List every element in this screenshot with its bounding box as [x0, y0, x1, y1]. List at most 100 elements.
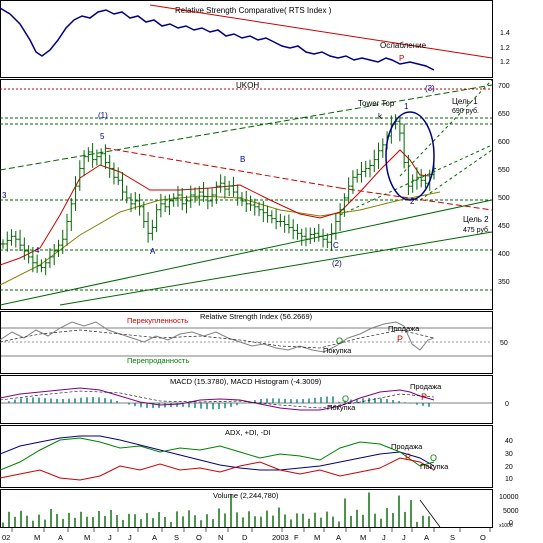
tower-top-ellipse — [385, 111, 435, 201]
adx-buy-marker: O — [430, 453, 437, 463]
rsi-title: Relative Strength Index (56.2669) — [200, 312, 313, 321]
panel-frames — [0, 0, 493, 528]
x-tick-label: M — [314, 533, 320, 542]
macd-sell-label: Продажа — [410, 382, 442, 391]
label-target1: Цель 1 — [452, 97, 478, 106]
adx-line — [0, 435, 435, 471]
rsi-buy-marker: O — [336, 336, 343, 346]
x-tick-label: J — [402, 533, 406, 542]
label-wave3: (3) — [425, 84, 435, 93]
rsc-series — [0, 7, 435, 71]
price-ytick-550: 550 — [498, 167, 510, 174]
macd-buy-marker: O — [342, 394, 349, 404]
rsc-ytick-3: 1.2 — [500, 59, 510, 66]
price-ytick-650: 650 — [498, 111, 510, 118]
x-tick-label: N — [218, 533, 223, 542]
rsi-oversold-label: Перепроданность — [127, 356, 189, 365]
volume-ytick-10000: 10000 — [499, 494, 519, 501]
rsc-marker-p: P — [399, 54, 404, 63]
volume-title: Volume (2,244,780) — [213, 491, 279, 500]
x-tick-label: A — [424, 533, 429, 542]
volume-ytick-0: 0 — [509, 520, 513, 527]
x-tick-label: A — [336, 533, 341, 542]
rsc-annotation-weakening: Ослабление — [380, 41, 427, 50]
x-tick-label: O — [196, 533, 202, 542]
label-w3: 3 — [2, 191, 7, 200]
label-wc: C — [333, 241, 339, 250]
price-ytick-500: 500 — [498, 195, 510, 202]
di-plus-line — [0, 437, 435, 471]
adx-panel: ADX, +DI, -DI Продажа P O Покупка 40 30 … — [0, 428, 513, 483]
x-tick-label: J — [108, 533, 112, 542]
price-ytick-450: 450 — [498, 223, 510, 230]
rsc-ytick-2: 1.2 — [500, 45, 510, 52]
label-wb: B — [240, 155, 245, 164]
macd-line — [0, 387, 435, 411]
x-tick-label: A — [58, 533, 63, 542]
rsi-panel: Перекупленность Relative Strength Index … — [0, 312, 508, 365]
label-wave1: (1) — [98, 111, 108, 120]
ma-long — [0, 191, 441, 286]
price-yticks: 700 650 600 550 500 450 400 350 — [498, 83, 510, 286]
x-tick-label: D — [242, 533, 248, 542]
rsi-overbought-label: Перекупленность — [127, 316, 188, 325]
volume-bars — [2, 492, 430, 527]
label-k: k — [378, 112, 383, 121]
rsi-signal — [0, 329, 435, 349]
label-w1: 1 — [404, 102, 409, 111]
x-tick-label: M — [360, 533, 366, 542]
price-title: UKOH — [236, 81, 259, 90]
adx-title: ADX, +DI, -DI — [225, 428, 271, 437]
x-tick-label: F — [294, 533, 299, 542]
adx-ytick-40: 40 — [505, 438, 513, 445]
x-tick-label: A — [152, 533, 157, 542]
price-ytick-600: 600 — [498, 139, 510, 146]
x-tick-label: 2003 — [272, 533, 289, 542]
price-bars — [1, 114, 436, 276]
ma-short — [0, 149, 431, 266]
price-ytick-350: 350 — [498, 279, 510, 286]
macd-title: MACD (15.3780), MACD Histogram (-4.3009) — [170, 377, 322, 386]
macd-signal — [0, 390, 435, 409]
price-ytick-700: 700 — [498, 83, 510, 90]
rsi-buy-label: Покупка — [323, 346, 352, 355]
x-axis: 02 M A M J J A S O N D 2003 F M A M J J A S O — [2, 528, 491, 542]
adx-sell-label: Продажа — [391, 442, 423, 451]
x-tick-label: J — [128, 533, 132, 542]
label-target2-price: 475 руб. — [463, 226, 490, 234]
x-tick-label: S — [174, 533, 179, 542]
price-panel: UKOH (1) 5 3 4 A B C (2) (3) 1 — [0, 79, 510, 306]
adx-ytick-30: 30 — [505, 451, 513, 458]
volume-panel: Volume (2,244,780) 10000 5000 0 x1000 — [2, 491, 519, 529]
adx-buy-label: Покупка — [420, 462, 449, 471]
volume-unit: x1000 — [499, 523, 513, 529]
rsi-line — [0, 321, 435, 353]
label-wave2: (2) — [332, 259, 342, 268]
macd-sell-marker: P — [421, 392, 427, 402]
rsi-sell-label: Продажа — [388, 324, 420, 333]
rsc-title: Relative Strength Comparative( RTS Index… — [175, 6, 332, 15]
macd-buy-label: Покупка — [327, 403, 356, 412]
di-minus-line — [0, 457, 435, 481]
x-tick-label: M — [34, 533, 40, 542]
rsi-ytick-50: 50 — [500, 340, 508, 347]
macd-ytick-0: 0 — [505, 401, 509, 408]
macd-panel: MACD (15.3780), MACD Histogram (-4.3009)… — [0, 377, 509, 412]
adx-ytick-10: 10 — [505, 476, 513, 483]
label-target2: Цель 2 — [463, 215, 489, 224]
label-w4: 4 — [35, 246, 40, 255]
label-w5: 5 — [100, 132, 105, 141]
rsi-sell-marker: P — [397, 334, 403, 344]
x-tick-label: M — [84, 533, 90, 542]
rsc-ytick-1: 1.4 — [500, 30, 510, 37]
adx-ytick-20: 20 — [505, 464, 513, 471]
x-tick-label: S — [450, 533, 455, 542]
label-w2: 2 — [410, 197, 415, 206]
label-tower-top: Tower Top — [358, 99, 395, 108]
rsc-panel: Relative Strength Comparative( RTS Index… — [0, 4, 510, 71]
rsc-resistance-line — [149, 4, 493, 59]
adx-sell-marker: P — [405, 452, 411, 462]
x-tick-label: J — [382, 533, 386, 542]
label-target1-price: 690 руб. — [452, 107, 479, 115]
